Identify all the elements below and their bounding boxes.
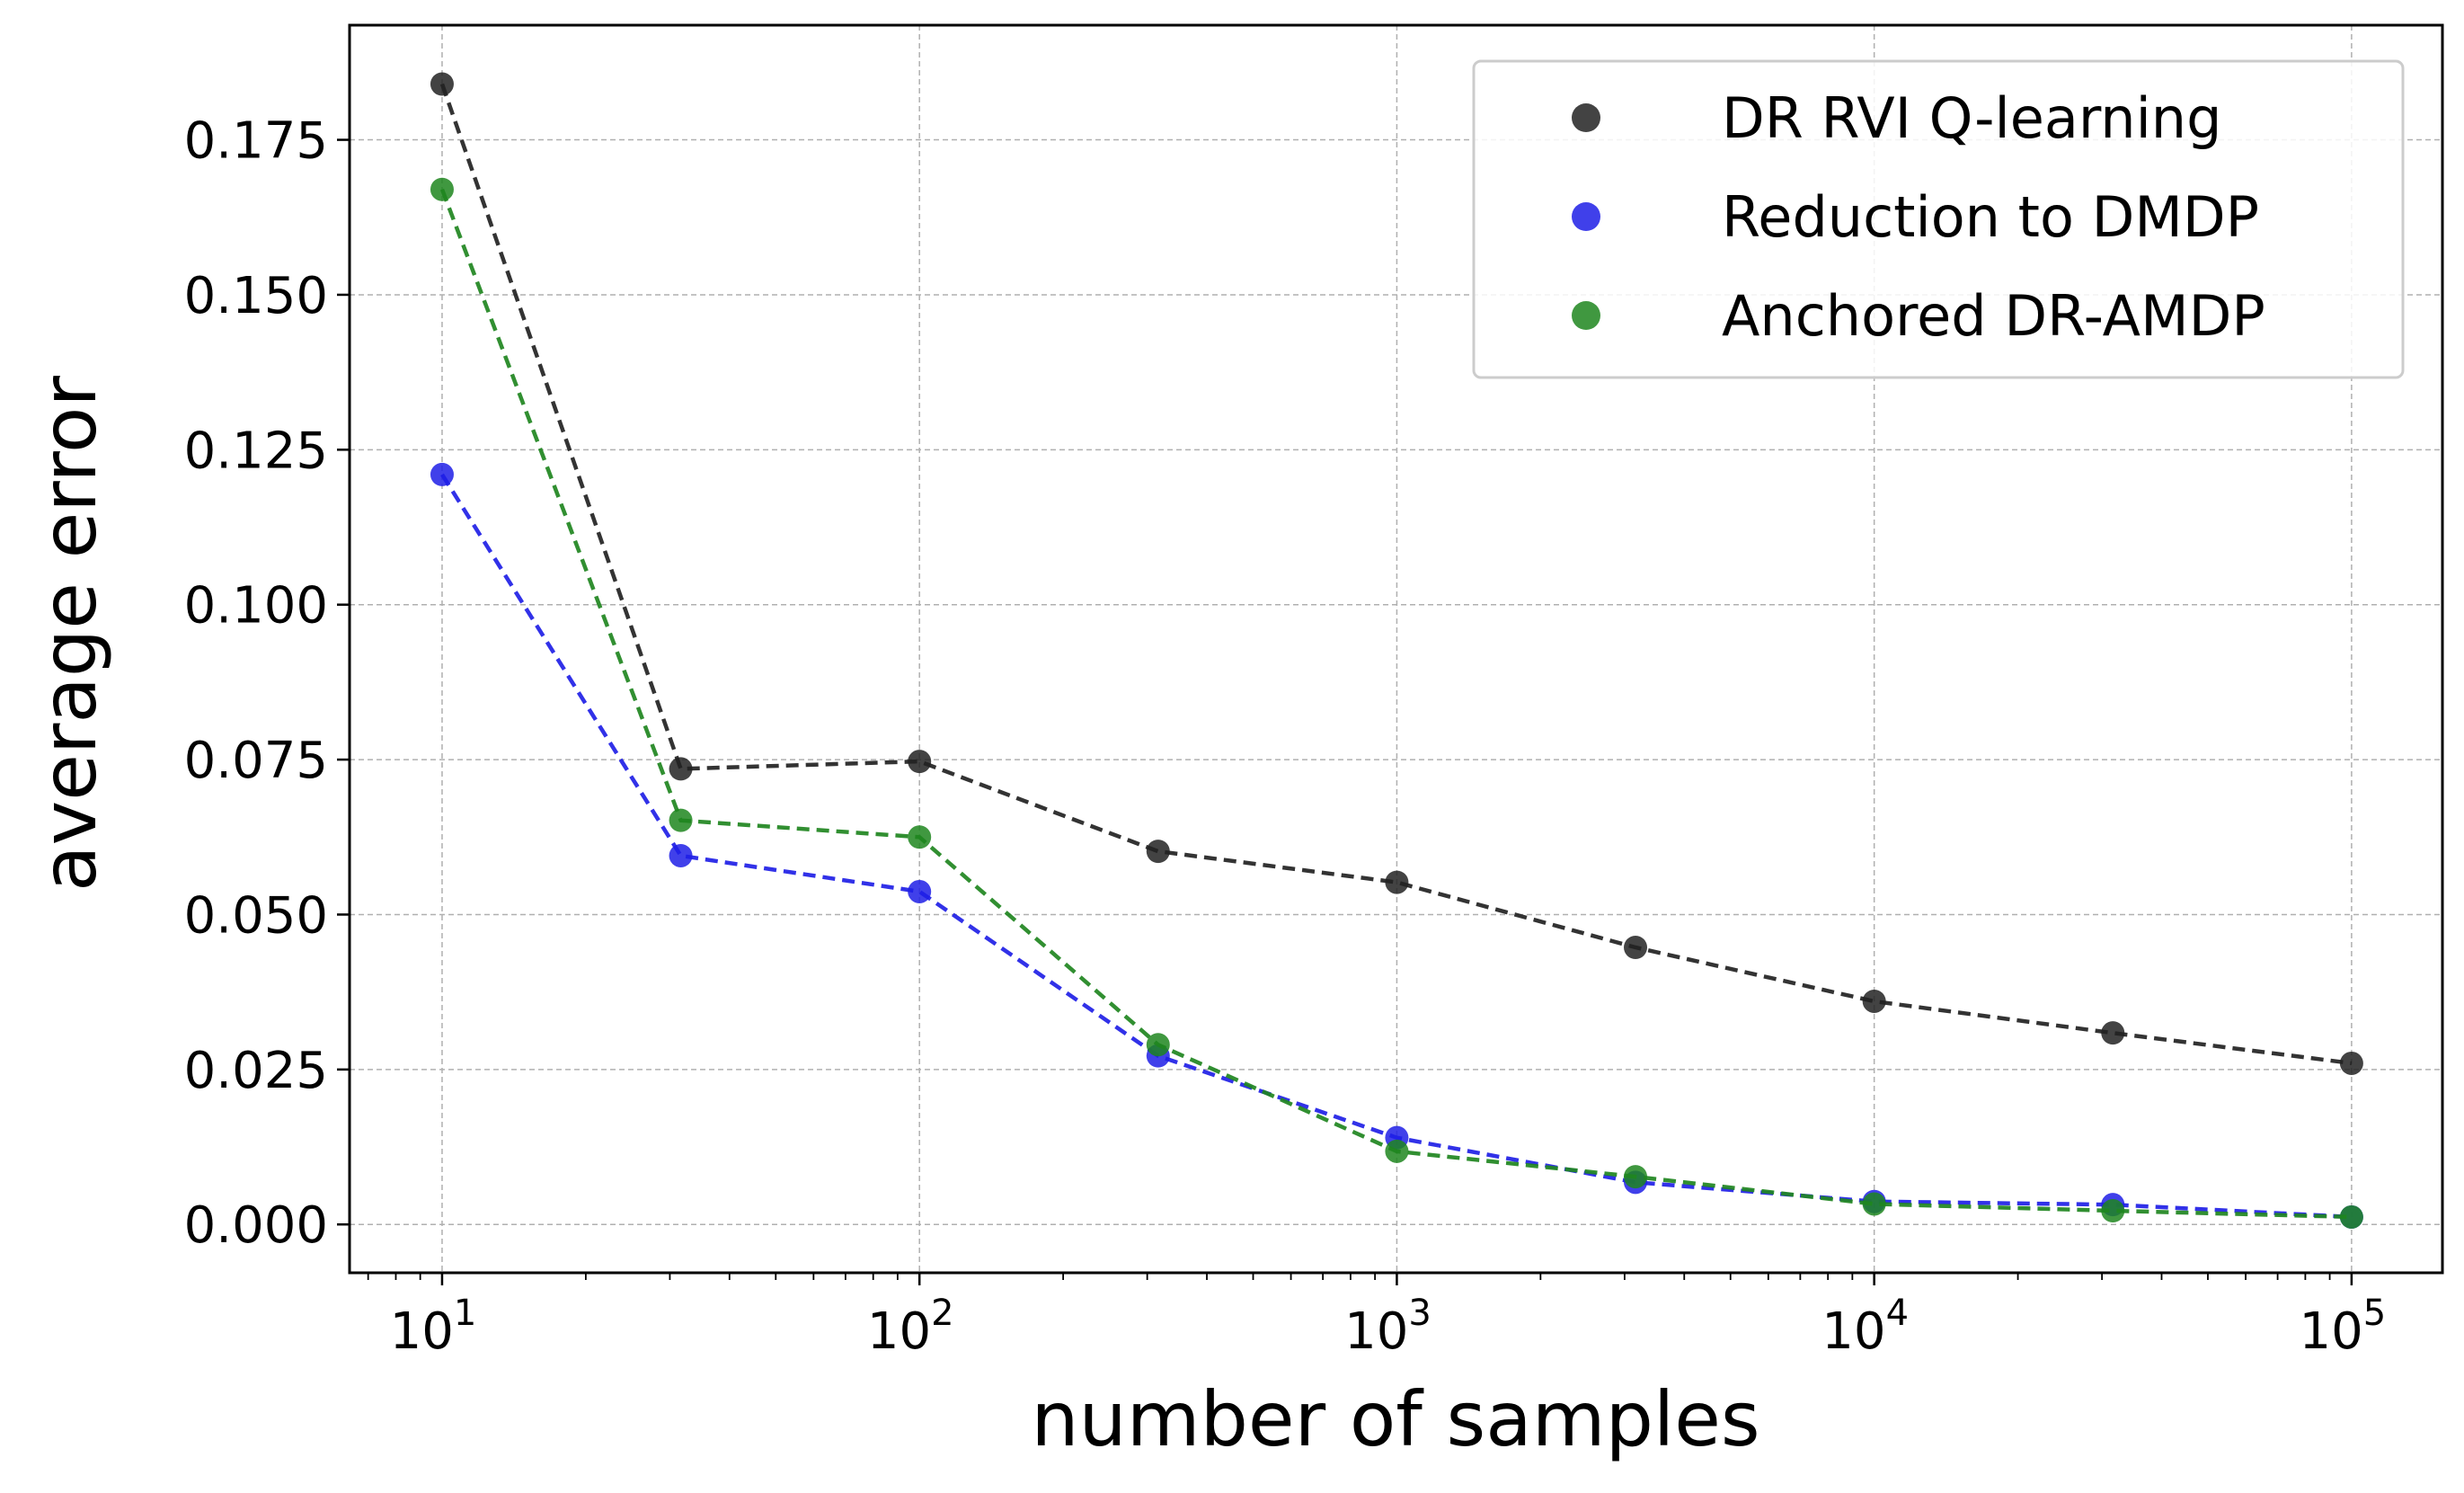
data-point [1862,989,1886,1013]
data-point [2339,1051,2363,1075]
y-tick-label: 0.000 [184,1196,328,1255]
data-point [669,757,693,781]
data-point [2101,1021,2125,1045]
data-point [669,808,693,832]
legend-label: DR RVI Q-learning [1722,85,2221,151]
x-tick-label: 102 [867,1293,954,1361]
data-point [1146,1033,1170,1057]
y-tick-label: 0.175 [184,112,328,171]
x-tick-label: 105 [2300,1293,2387,1361]
data-point [430,462,454,486]
data-point [430,177,454,201]
y-tick-label: 0.075 [184,732,328,790]
series-layer [430,72,2363,1229]
data-point [430,72,454,96]
legend-marker [1572,301,1600,330]
y-tick-label: 0.125 [184,422,328,480]
y-tick-label: 0.050 [184,886,328,945]
x-tick-label: 104 [1821,1293,1909,1361]
x-axis-title: number of samples [1031,1375,1759,1463]
x-tick-label: 103 [1344,1293,1431,1361]
y-tick-label: 0.100 [184,577,328,635]
data-point [1624,1165,1648,1189]
data-point [1385,1139,1409,1163]
legend-label: Anchored DR-AMDP [1722,283,2265,349]
legend-label: Reduction to DMDP [1722,184,2259,250]
data-point [2101,1199,2125,1223]
data-point [2339,1204,2363,1229]
y-axis-title: average error [25,376,113,892]
data-point [908,825,932,849]
data-point [1385,870,1409,894]
data-point [669,843,693,867]
legend-marker [1572,103,1600,132]
data-point [1624,936,1648,960]
data-point [908,750,932,774]
legend: DR RVI Q-learning Reduction to DMDP Anchor… [1472,59,2405,379]
legend-marker [1572,202,1600,231]
legend-frame [1472,59,2405,379]
data-point [908,879,932,903]
data-point [1146,840,1170,864]
x-tick-label: 101 [390,1293,477,1361]
data-point [1862,1192,1886,1216]
y-tick-label: 0.150 [184,267,328,325]
y-tick-label: 0.025 [184,1042,328,1100]
axes: 101 102 103 104 105 0.000 0.025 0.050 0.075 0.100… [184,112,2387,1361]
